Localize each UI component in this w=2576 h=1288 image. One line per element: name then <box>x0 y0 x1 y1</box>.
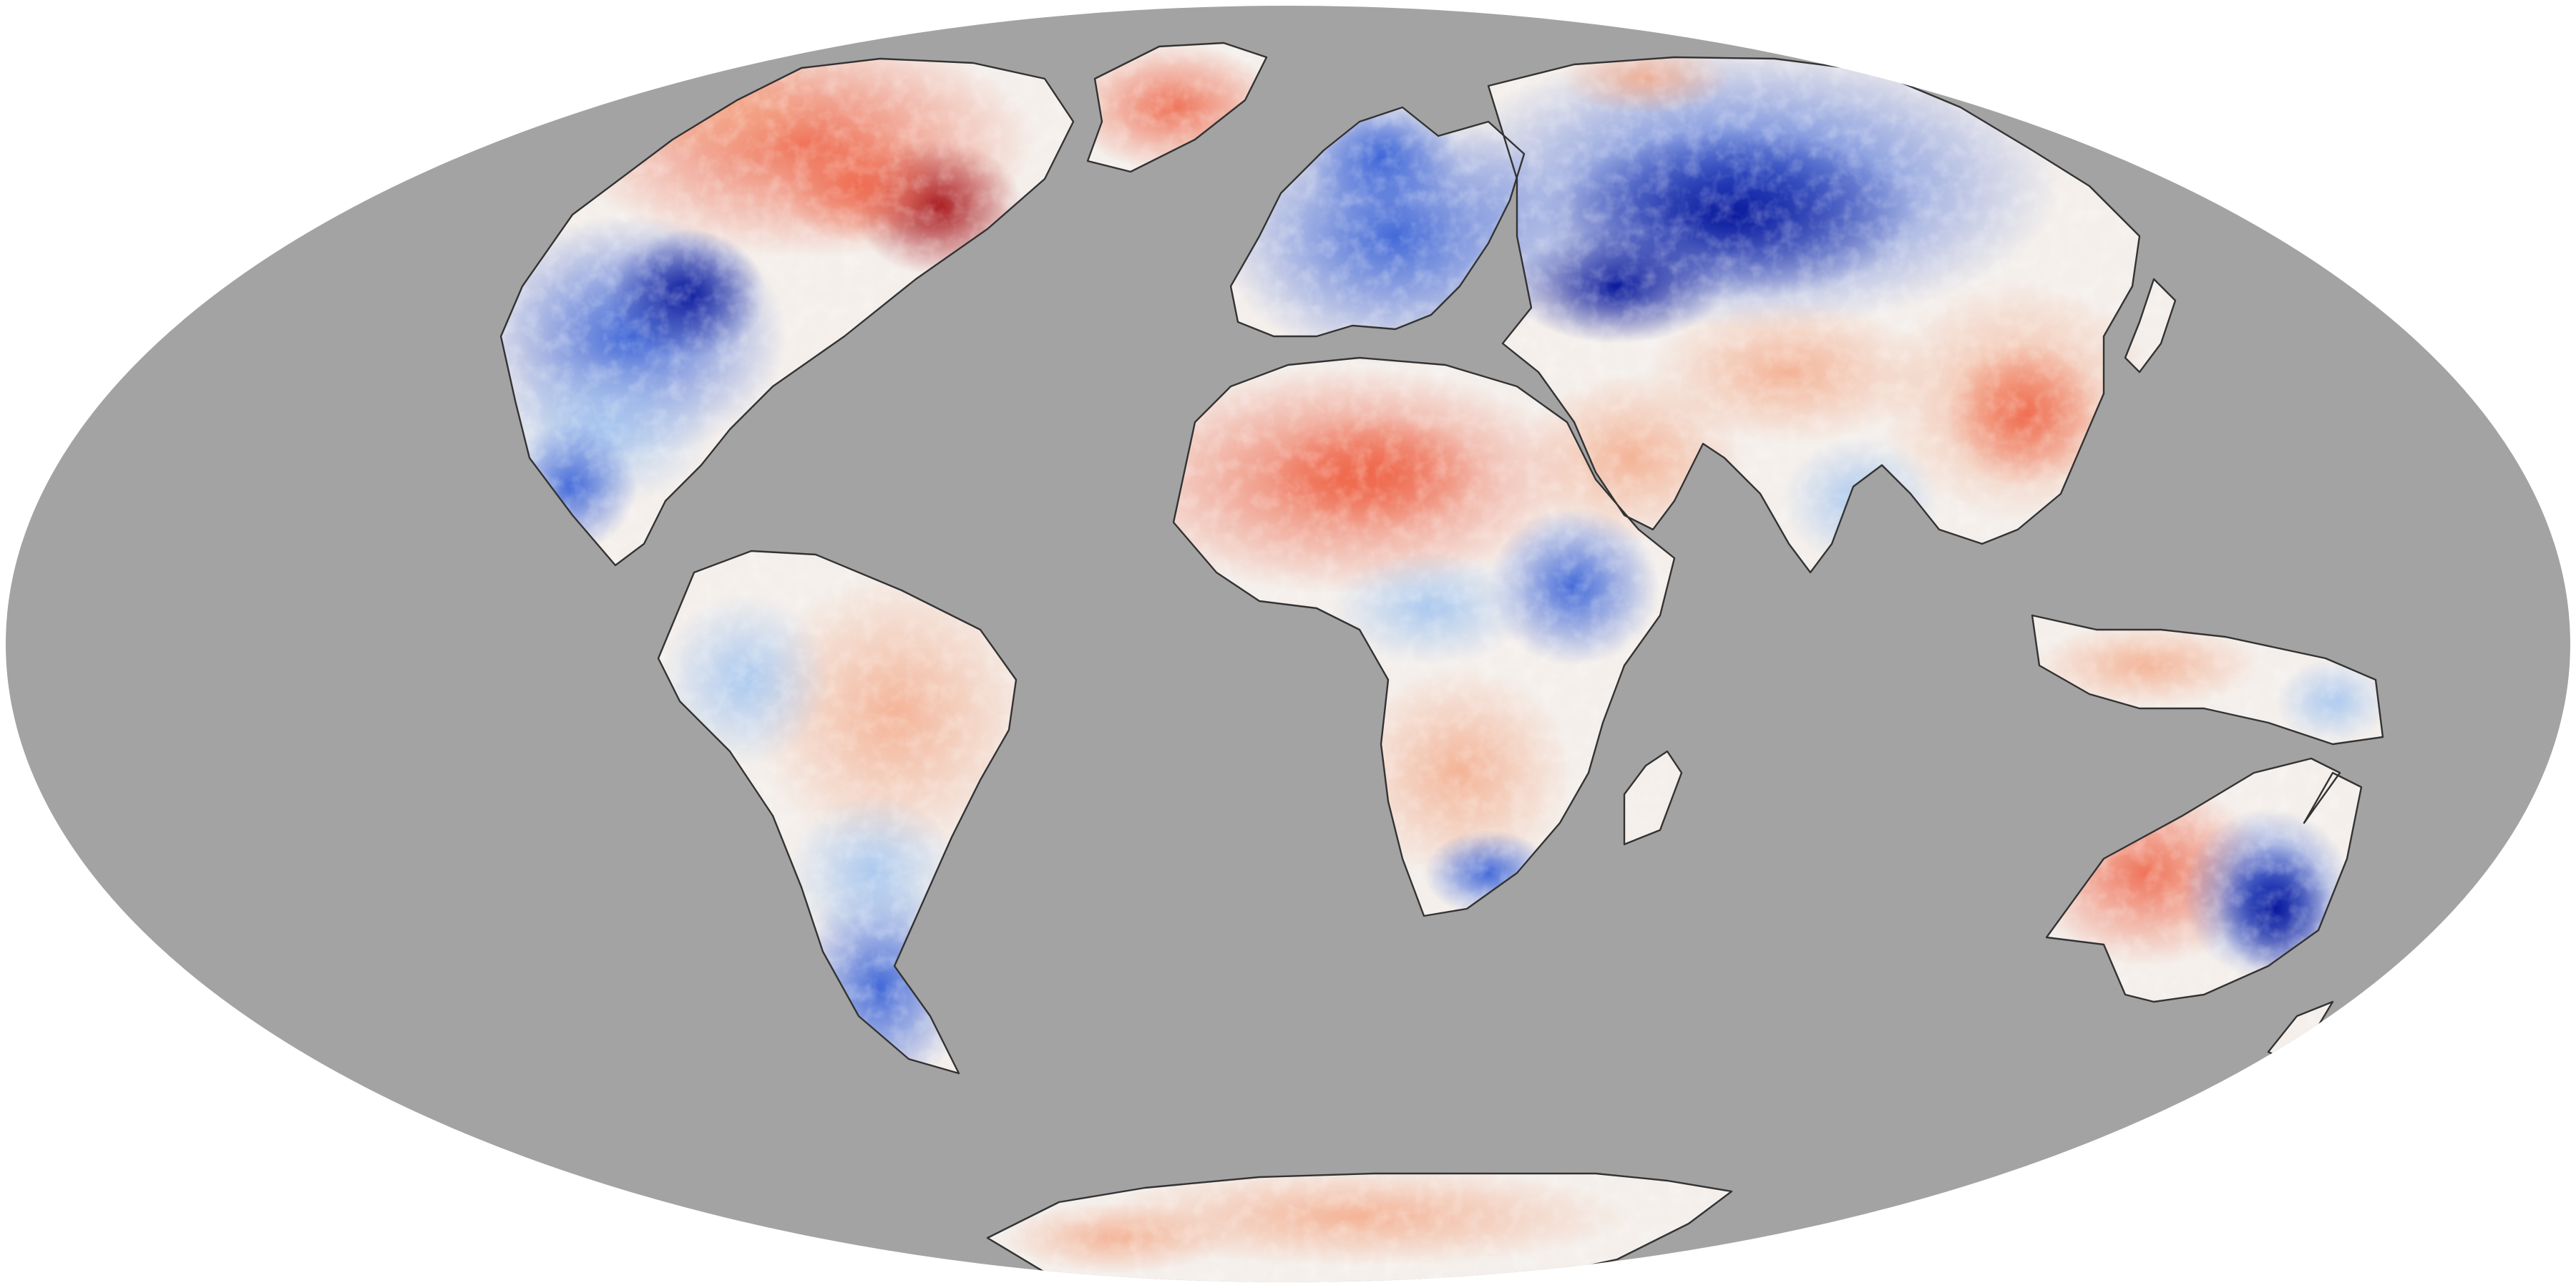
world-anomaly-map <box>6 6 2570 1282</box>
